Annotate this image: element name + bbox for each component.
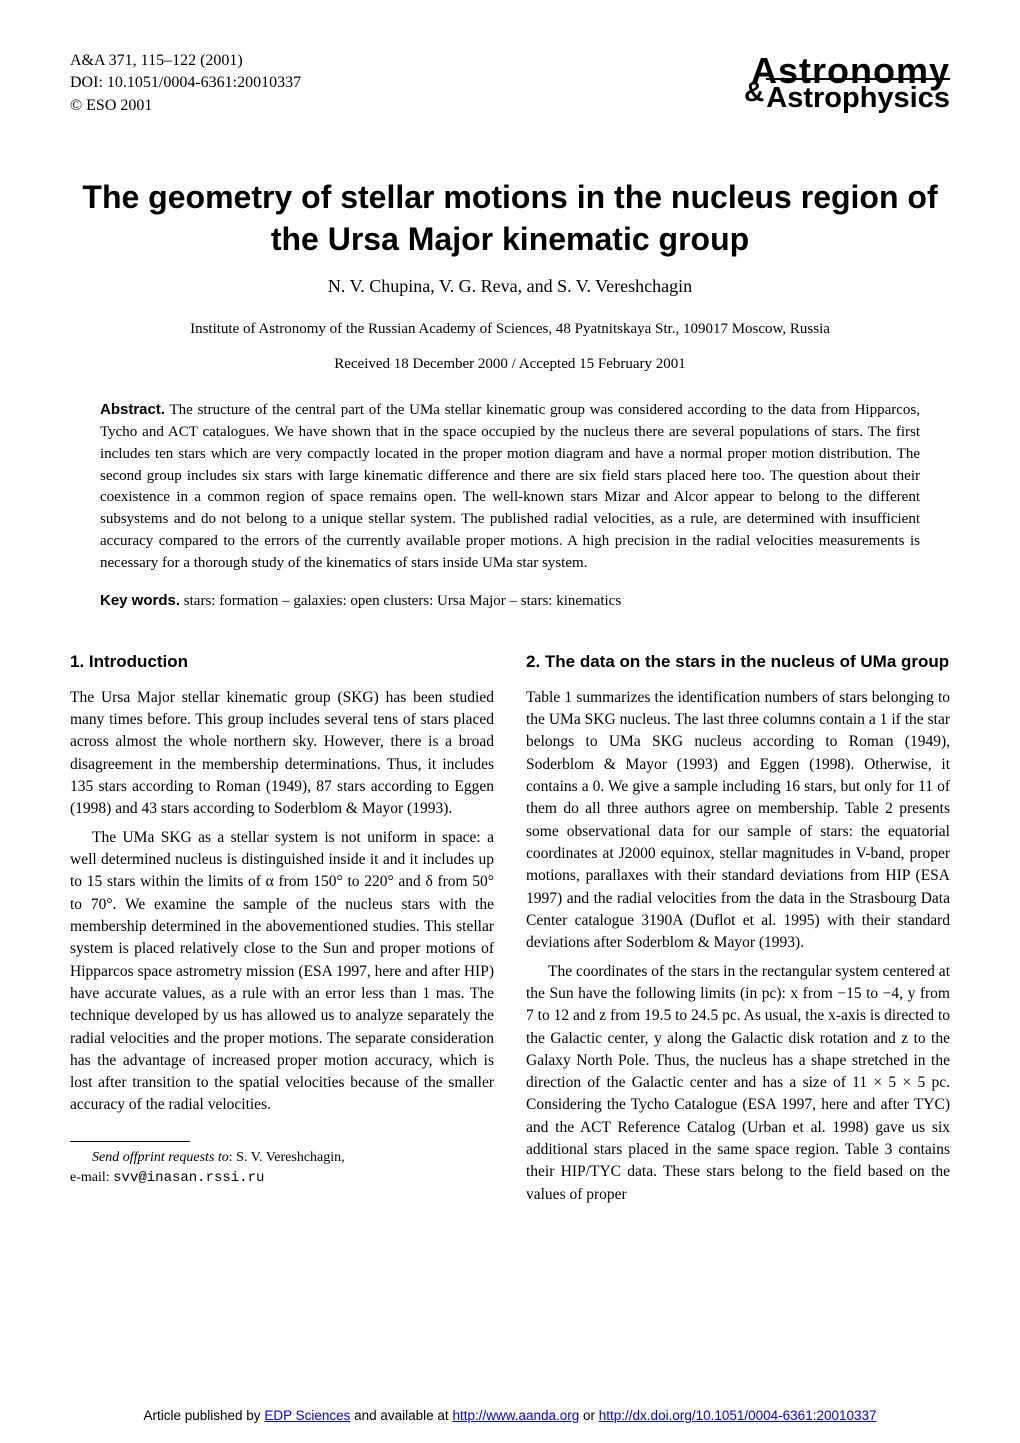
abstract: Abstract. The structure of the central p… bbox=[100, 399, 920, 574]
section-2-heading: 2. The data on the stars in the nucleus … bbox=[526, 650, 950, 674]
footnote-label: Send offprint requests to bbox=[92, 1150, 229, 1165]
journal-citation: A&A 371, 115–122 (2001) bbox=[70, 50, 301, 72]
footer-link-edp[interactable]: EDP Sciences bbox=[264, 1408, 350, 1423]
footer-link-bar: Article published by EDP Sciences and av… bbox=[0, 1408, 1020, 1423]
logo-ampersand: & bbox=[744, 76, 764, 108]
section-2-p2: The coordinates of the stars in the rect… bbox=[526, 961, 950, 1206]
footnote-email-label: e-mail: bbox=[70, 1170, 113, 1185]
article-title: The geometry of stellar motions in the n… bbox=[70, 177, 950, 260]
journal-copyright: © ESO 2001 bbox=[70, 95, 301, 117]
footer-middle: and available at bbox=[350, 1408, 452, 1423]
footnote-name: : S. V. Vereshchagin, bbox=[229, 1150, 345, 1165]
section-1-p1: The Ursa Major stellar kinematic group (… bbox=[70, 687, 494, 821]
journal-doi: DOI: 10.1051/0004-6361:20010337 bbox=[70, 72, 301, 94]
keywords: Key words. stars: formation – galaxies: … bbox=[100, 592, 920, 610]
abstract-text: The structure of the central part of the… bbox=[100, 402, 920, 570]
body-columns: 1. Introduction The Ursa Major stellar k… bbox=[70, 640, 950, 1212]
received-accepted-dates: Received 18 December 2000 / Accepted 15 … bbox=[70, 356, 950, 373]
section-1-p2: The UMa SKG as a stellar system is not u… bbox=[70, 827, 494, 1117]
logo-line2: Astrophysics bbox=[766, 78, 950, 115]
keywords-label: Key words. bbox=[100, 592, 180, 609]
footnote-rule bbox=[70, 1141, 190, 1142]
section-1-heading: 1. Introduction bbox=[70, 650, 494, 674]
abstract-label: Abstract. bbox=[100, 401, 165, 418]
affiliation: Institute of Astronomy of the Russian Ac… bbox=[70, 321, 950, 338]
footer-or: or bbox=[579, 1408, 599, 1423]
offprint-footnote: Send offprint requests to: S. V. Vereshc… bbox=[70, 1148, 494, 1188]
logo-row2: & Astrophysics bbox=[744, 82, 950, 115]
authors: N. V. Chupina, V. G. Reva, and S. V. Ver… bbox=[70, 276, 950, 297]
left-column: 1. Introduction The Ursa Major stellar k… bbox=[70, 640, 494, 1212]
footnote-email: svv@inasan.rssi.ru bbox=[113, 1170, 264, 1186]
right-column: 2. The data on the stars in the nucleus … bbox=[526, 640, 950, 1212]
keywords-text: stars: formation – galaxies: open cluste… bbox=[180, 593, 621, 609]
footer-link-aanda[interactable]: http://www.aanda.org bbox=[452, 1408, 579, 1423]
header-row: A&A 371, 115–122 (2001) DOI: 10.1051/000… bbox=[70, 50, 950, 117]
journal-meta: A&A 371, 115–122 (2001) DOI: 10.1051/000… bbox=[70, 50, 301, 117]
journal-logo: Astronomy & Astrophysics bbox=[744, 50, 950, 115]
section-2-p1: Table 1 summarizes the identification nu… bbox=[526, 687, 950, 955]
footer-link-doi[interactable]: http://dx.doi.org/10.1051/0004-6361:2001… bbox=[599, 1408, 877, 1423]
footer-prefix: Article published by bbox=[143, 1408, 264, 1423]
